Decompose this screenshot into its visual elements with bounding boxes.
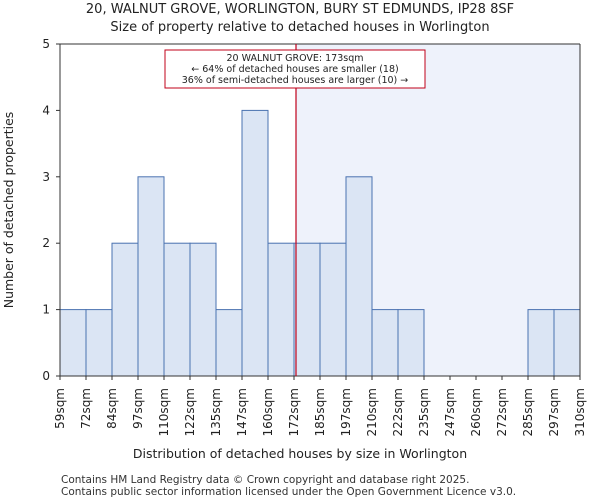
x-tick-label-297sqm: 297sqm [547,388,561,436]
bar-222sqm [397,309,425,377]
bar-97sqm [137,176,165,377]
x-tick-label-135sqm: 135sqm [209,388,223,436]
bar-147sqm [241,109,269,377]
x-tick-label-222sqm: 222sqm [391,388,405,436]
bar-172sqm [293,242,321,377]
x-axis-title: Distribution of detached houses by size … [133,446,467,461]
bar-297sqm [553,309,581,377]
bar-135sqm [215,309,243,377]
x-tick-label-210sqm: 210sqm [365,388,379,436]
x-tick-label-197sqm: 197sqm [339,388,353,436]
bar-84sqm [111,242,139,377]
x-tick-label-185sqm: 185sqm [313,388,327,436]
annotation-line-2: ← 64% of detached houses are smaller (18… [191,64,398,75]
x-tick-label-84sqm: 84sqm [105,388,119,429]
y-tick-label-1: 1 [42,303,50,317]
y-axis-title: Number of detached properties [1,112,16,309]
bar-197sqm [345,176,373,377]
annotation-line-1: 20 WALNUT GROVE: 173sqm [226,53,363,64]
footer-line-1: Contains HM Land Registry data © Crown c… [61,474,470,486]
y-tick-label-2: 2 [42,236,50,250]
x-tick-label-272sqm: 272sqm [495,388,509,436]
x-tick-label-147sqm: 147sqm [235,388,249,436]
bar-59sqm [59,309,87,377]
annotation-line-3: 36% of semi-detached houses are larger (… [182,75,409,86]
x-tick-label-59sqm: 59sqm [53,388,67,429]
bar-122sqm [189,242,217,377]
y-tick-label-3: 3 [42,170,50,184]
y-tick-label-5: 5 [42,37,50,51]
annotation-box [164,49,426,89]
footer-line-2: Contains public sector information licen… [61,486,517,498]
x-tick-label-110sqm: 110sqm [157,388,171,436]
x-tick-label-122sqm: 122sqm [183,388,197,436]
chart-subtitle: Size of property relative to detached ho… [110,20,490,35]
x-tick-label-235sqm: 235sqm [417,388,431,436]
x-tick-label-310sqm: 310sqm [573,388,587,436]
x-tick-label-260sqm: 260sqm [469,388,483,436]
chart-title: 20, WALNUT GROVE, WORLINGTON, BURY ST ED… [85,2,515,17]
x-tick-label-247sqm: 247sqm [443,388,457,436]
x-tick-label-285sqm: 285sqm [521,388,535,436]
x-tick-label-160sqm: 160sqm [261,388,275,436]
bar-110sqm [163,242,191,377]
x-tick-label-97sqm: 97sqm [131,388,145,429]
x-tick-label-72sqm: 72sqm [79,388,93,429]
bar-210sqm [371,309,399,377]
bar-185sqm [319,242,347,377]
bar-160sqm [267,242,295,377]
x-tick-label-172sqm: 172sqm [287,388,301,436]
y-tick-label-4: 4 [42,103,50,117]
y-tick-label-0: 0 [42,369,50,383]
bar-285sqm [527,309,555,377]
bar-72sqm [85,309,113,377]
